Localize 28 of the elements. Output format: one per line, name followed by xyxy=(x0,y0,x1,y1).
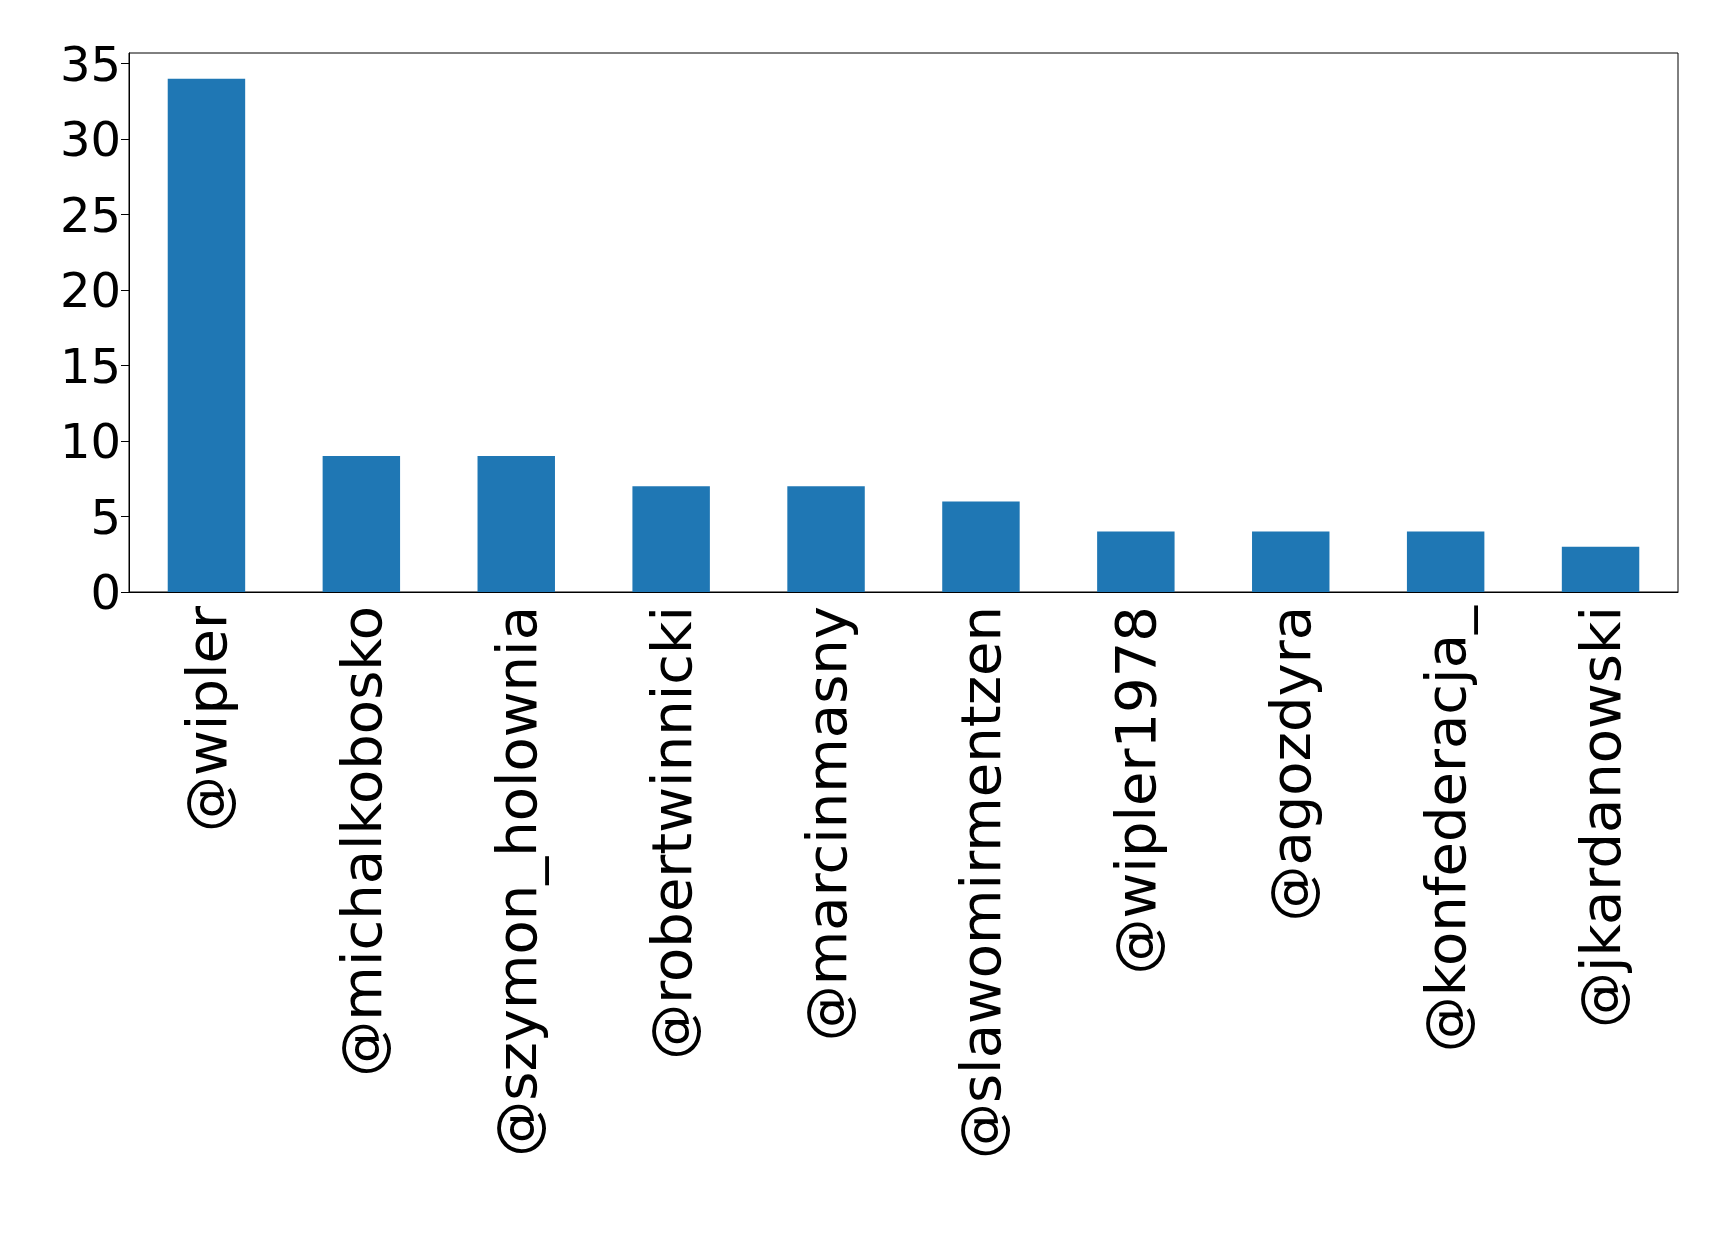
bar xyxy=(322,456,401,592)
bar xyxy=(1406,531,1485,592)
x-tick-label: @agozdyra xyxy=(1258,606,1324,922)
bar xyxy=(787,486,865,592)
x-tick-label: @michalkobosko xyxy=(328,606,394,1077)
x-tick-label: @slawomirmentzen xyxy=(948,606,1014,1160)
bar xyxy=(632,486,710,592)
x-tick-label: @wipler xyxy=(173,605,239,832)
bar xyxy=(167,78,246,592)
bar xyxy=(1252,531,1330,592)
x-tick-label: @marcinmasny xyxy=(793,606,859,1042)
y-tick-label: 20 xyxy=(59,262,121,319)
y-tick-label: 5 xyxy=(90,488,121,545)
bar xyxy=(1561,546,1640,592)
x-tick-label: @szymon_holownia xyxy=(483,606,549,1157)
x-tick-label: @robertwinnicki xyxy=(638,606,704,1060)
y-tick-label: 35 xyxy=(59,35,121,92)
y-tick-label: 0 xyxy=(90,564,121,620)
bar xyxy=(477,456,555,592)
x-tick-label: @konfederacja_ xyxy=(1413,605,1479,1053)
x-tick-label: @wipler1978 xyxy=(1103,606,1169,975)
y-tick-label: 30 xyxy=(59,111,121,168)
y-tick-label: 10 xyxy=(59,413,121,470)
y-tick-label: 15 xyxy=(59,337,121,394)
x-tick-label: @jkardanowski xyxy=(1568,606,1634,1028)
y-tick-label: 25 xyxy=(59,186,121,243)
bar xyxy=(1097,531,1175,592)
bar xyxy=(942,501,1020,592)
